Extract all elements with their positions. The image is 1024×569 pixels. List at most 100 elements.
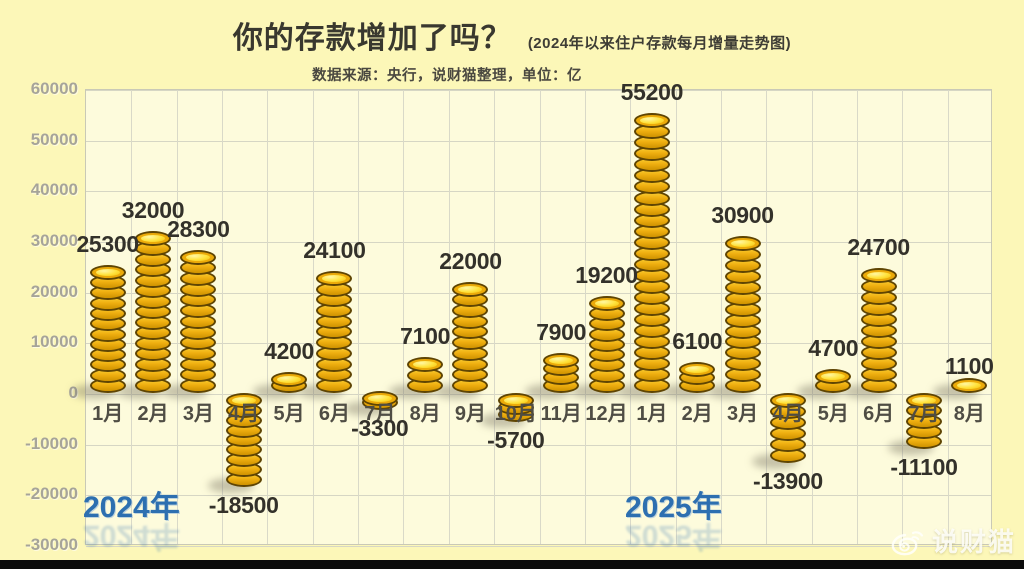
bar-value-label: 30900 xyxy=(711,202,774,229)
h-gridline xyxy=(86,90,991,91)
coin-top-face xyxy=(271,371,308,387)
v-gridline xyxy=(947,90,949,544)
h-gridline xyxy=(86,495,991,497)
v-gridline xyxy=(131,90,133,544)
month-label: 10月 xyxy=(494,403,537,425)
year-label-2024-text: 2024年 xyxy=(83,491,180,524)
coin-top-face xyxy=(815,369,852,385)
coin-top-face xyxy=(951,378,988,393)
v-gridline xyxy=(448,90,450,544)
coin-top-face xyxy=(452,281,489,297)
page-title: 你的存款增加了吗？ xyxy=(232,22,512,55)
coin-top-face xyxy=(89,264,126,280)
coin-top-face xyxy=(769,393,806,408)
h-gridline xyxy=(86,292,991,294)
month-label: 11月 xyxy=(540,403,582,425)
y-axis-tick-label: 60000 xyxy=(30,79,78,98)
month-label: 8月 xyxy=(953,403,985,425)
plot-area xyxy=(85,89,992,547)
y-axis-tick-label: -20000 xyxy=(25,484,78,504)
v-gridline xyxy=(630,90,632,544)
coin-top-face xyxy=(361,390,398,406)
coin-top-face xyxy=(860,267,897,283)
coin-stack-bar xyxy=(180,249,217,393)
coin-stack-bar xyxy=(361,390,398,410)
month-label: 6月 xyxy=(318,403,350,425)
year-label-2025-text: 2025年 xyxy=(625,491,722,524)
coin-stack-bar xyxy=(271,371,308,393)
coin-top-face xyxy=(407,357,444,373)
v-gridline xyxy=(584,90,586,544)
coin-stack-bar xyxy=(543,352,580,393)
y-axis-tick-label: 50000 xyxy=(30,129,78,149)
month-label: 7月 xyxy=(908,403,940,425)
v-gridline xyxy=(222,90,224,544)
v-gridline xyxy=(312,90,314,544)
v-gridline xyxy=(403,90,405,544)
coin-top-face xyxy=(497,393,534,408)
coin-stack-bar xyxy=(815,369,852,393)
month-label: 1月 xyxy=(92,403,124,425)
v-gridline xyxy=(494,90,496,544)
header: 你的存款增加了吗？ (2024年以来住户存款每月增量走势图) xyxy=(0,13,1024,57)
coin-stack-bar xyxy=(724,236,761,393)
month-label: 9月 xyxy=(454,403,487,425)
bar-value-label: -5700 xyxy=(487,426,545,453)
bar-value-label: 28300 xyxy=(167,215,230,242)
coin-stack-bar xyxy=(135,230,172,393)
y-axis-tick-label: 30000 xyxy=(30,231,78,250)
bar-value-label: 55200 xyxy=(620,79,684,106)
coin-stack-bar xyxy=(951,378,988,393)
coin-stack-bar xyxy=(497,393,534,422)
coin-stack-bar xyxy=(316,270,353,393)
v-gridline xyxy=(539,90,541,544)
h-gridline xyxy=(86,546,991,547)
bar-value-label: 7100 xyxy=(400,323,451,350)
year-label-2025-reflection: 2025年 xyxy=(625,519,722,552)
bar-value-label: 24100 xyxy=(303,236,366,263)
coin-top-face xyxy=(225,393,262,408)
month-label: 7月 xyxy=(364,403,396,425)
h-gridline xyxy=(86,394,991,395)
coin-stack-bar xyxy=(407,357,444,393)
month-label: 4月 xyxy=(772,403,804,425)
coin-top-face xyxy=(588,295,625,311)
coin-stack-bar xyxy=(769,393,806,464)
v-gridline xyxy=(267,90,269,544)
month-label: 2月 xyxy=(681,403,713,425)
month-label: 4月 xyxy=(228,403,260,425)
bar-value-label: 24700 xyxy=(847,233,910,260)
v-gridline xyxy=(766,90,768,544)
page-title-suffix: (2024年以来住户存款每月增量走势图) xyxy=(527,35,792,52)
h-gridline xyxy=(86,191,991,193)
coin-top-face xyxy=(180,249,217,265)
month-label: 3月 xyxy=(182,403,214,425)
y-axis-tick-label: 20000 xyxy=(30,281,78,301)
coin-top-face xyxy=(316,270,353,286)
month-label: 12月 xyxy=(585,403,628,425)
bar-value-label: 4700 xyxy=(808,335,859,362)
year-label-2024-reflection: 2024年 xyxy=(83,519,180,552)
bottom-black-bar xyxy=(0,560,1024,569)
month-label: 5月 xyxy=(817,403,849,425)
bar-value-label: -18500 xyxy=(208,491,279,518)
v-gridline xyxy=(675,90,677,544)
coin-stack-bar xyxy=(633,113,670,393)
bar-value-label: 32000 xyxy=(121,196,185,223)
h-gridline xyxy=(86,242,991,243)
bar-value-label: -3300 xyxy=(351,414,409,441)
bar-value-label: 19200 xyxy=(575,261,638,288)
coin-stack-bar xyxy=(679,362,716,393)
bar-value-label: 4200 xyxy=(264,337,315,364)
v-gridline xyxy=(720,90,722,544)
coin-top-face xyxy=(724,236,761,252)
coin-stack-bar xyxy=(588,295,625,393)
y-axis-tick-label: 10000 xyxy=(30,332,78,352)
coin-top-face xyxy=(679,362,716,378)
month-label: 3月 xyxy=(727,403,759,425)
bar-value-label: 6100 xyxy=(672,328,723,355)
watermark-text: 说财猫 xyxy=(931,527,1016,557)
v-gridline xyxy=(358,90,360,544)
bar-value-label: 25300 xyxy=(76,230,139,257)
bar-value-label: -13900 xyxy=(753,468,823,495)
